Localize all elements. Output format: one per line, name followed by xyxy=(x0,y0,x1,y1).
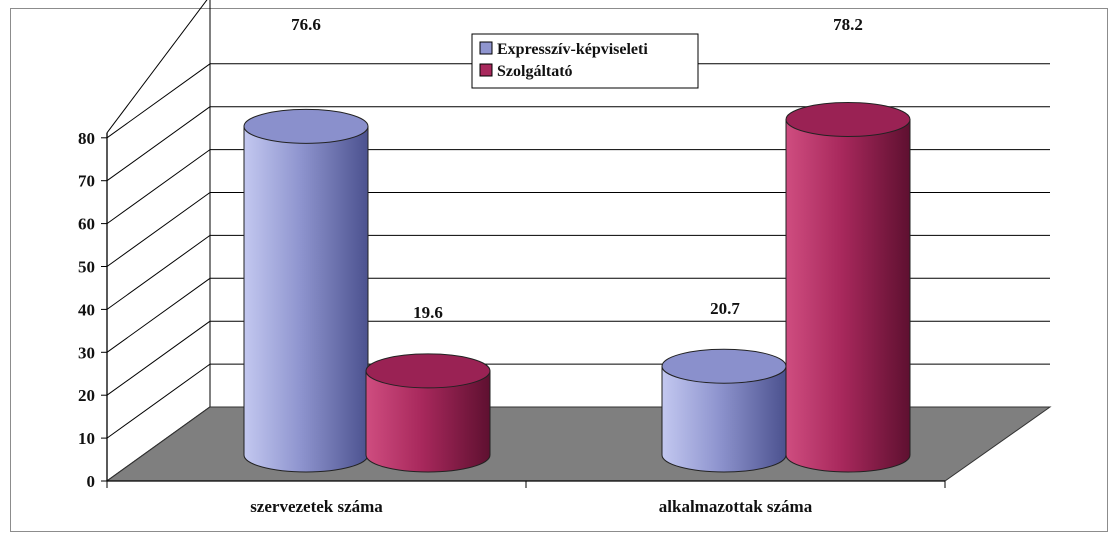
x-category-label: alkalmazottak száma xyxy=(659,497,813,516)
y-tick-label: 30 xyxy=(78,343,95,362)
bar-top xyxy=(661,348,787,384)
gridline-diag xyxy=(106,234,211,310)
wall-top-edge xyxy=(106,0,208,134)
gridline-diag xyxy=(106,106,211,182)
legend-box xyxy=(471,33,699,89)
y-tick-label: 0 xyxy=(87,472,96,491)
data-label: 76.6 xyxy=(291,15,321,34)
bar-body xyxy=(661,365,787,473)
bar-top xyxy=(785,102,911,138)
y-tick-label: 20 xyxy=(78,386,95,405)
y-tick-label: 10 xyxy=(78,429,95,448)
y-tick-label: 80 xyxy=(78,129,95,148)
bar-1-0 xyxy=(661,348,787,473)
y-tick-label: 50 xyxy=(78,258,95,277)
y-tick-label: 40 xyxy=(78,300,95,319)
gridline-diag xyxy=(106,320,211,396)
gridline-diag xyxy=(106,192,211,267)
bar-0-0 xyxy=(243,108,369,473)
gridline-diag xyxy=(106,149,211,225)
legend-swatch xyxy=(479,63,493,77)
x-category-label: szervezetek száma xyxy=(250,497,383,516)
y-tick-label: 70 xyxy=(78,172,95,191)
bar-1-1 xyxy=(785,102,911,473)
bar-top xyxy=(365,353,491,389)
y-tick-label: 60 xyxy=(78,215,95,234)
bar-0-1 xyxy=(365,353,491,473)
legend-swatch xyxy=(479,41,493,55)
bar-body xyxy=(365,370,491,473)
data-label: 19.6 xyxy=(413,303,443,322)
bar-top xyxy=(243,108,369,144)
gridline-diag xyxy=(106,277,211,353)
gridline-diag xyxy=(106,363,211,439)
gridline-diag xyxy=(106,63,211,139)
legend-entry: Szolgáltató xyxy=(497,63,573,80)
bar-body xyxy=(243,125,369,473)
legend-entry: Expresszív-képviseleti xyxy=(497,41,648,58)
data-label: 20.7 xyxy=(710,299,740,318)
data-label: 78.2 xyxy=(833,15,863,34)
bar-body xyxy=(785,119,911,473)
